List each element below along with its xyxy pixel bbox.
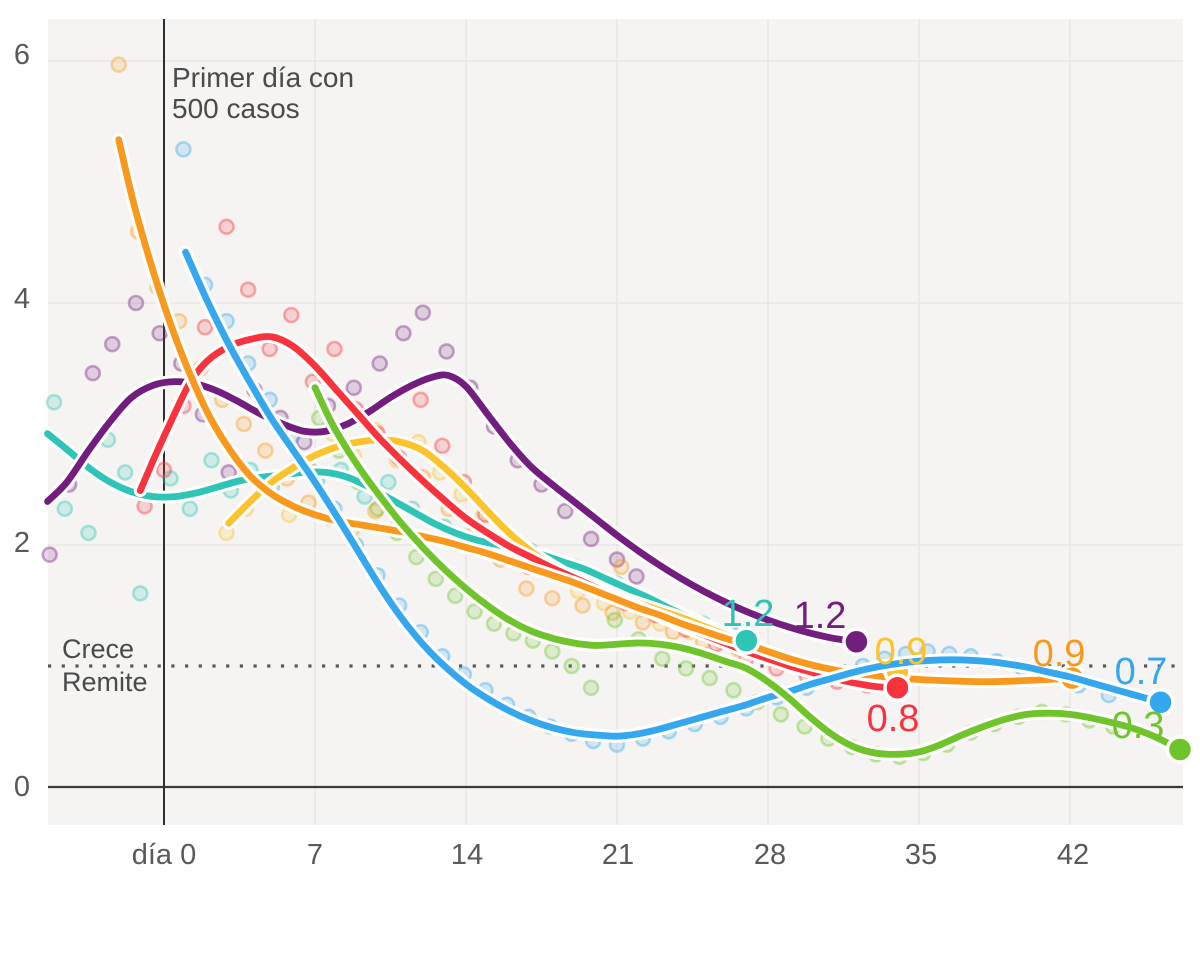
scatter-point-teal [203, 451, 220, 469]
series-line-red [136, 333, 901, 692]
end-label-yellow: 0.9 [875, 631, 928, 673]
scatter-point-orange [574, 597, 591, 614]
scatter-point-purple [84, 364, 102, 382]
scatter-point-purple [151, 324, 168, 342]
y-tick-4: 4 [14, 283, 30, 315]
scatter-point-red [412, 391, 429, 409]
y-tick-0: 0 [14, 771, 30, 803]
scatter-point-green [725, 681, 742, 699]
scatter-point-red [218, 218, 235, 236]
end-dot-purple [842, 627, 871, 657]
scatter-point-green [677, 660, 695, 677]
end-label-teal: 1.2 [722, 593, 775, 635]
end-label-blue: 0.7 [1115, 651, 1168, 693]
end-dot-green [1165, 735, 1195, 764]
x-tick-42: 42 [1057, 839, 1089, 871]
end-label-orange: 0.9 [1033, 633, 1086, 675]
scatter-point-teal [45, 393, 63, 411]
x-tick-28: 28 [754, 839, 786, 871]
scatter-point-teal [380, 473, 397, 491]
end-dot-red [883, 673, 912, 703]
scatter-point-green [563, 657, 580, 675]
chart-labels: Primer día con 500 casos 6 4 2 0 día 0 7… [14, 39, 1168, 871]
x-tick-7: 7 [307, 839, 323, 871]
end-dot-teal [732, 626, 761, 655]
scatter-point-orange [257, 442, 274, 459]
threshold-label-above: Crece [62, 634, 134, 664]
x-tick-dia0: día 0 [132, 839, 197, 871]
scatter-point-teal [131, 585, 149, 602]
scatter-point-blue [175, 141, 192, 158]
end-label-red: 0.8 [867, 698, 920, 740]
end-label-green: 0.3 [1112, 705, 1165, 747]
scatter-point-purple [395, 324, 412, 342]
scatter-point-green [543, 643, 561, 660]
scatter-point-orange [235, 415, 253, 433]
scatter-point-purple [371, 355, 389, 372]
annotation-line-2: 500 casos [172, 93, 300, 124]
scatter-point-purple [556, 502, 574, 520]
scatter-point-green [772, 706, 790, 723]
scatter-point-teal [116, 464, 134, 481]
scatter-point-purple [414, 304, 432, 321]
series-line-purple [44, 371, 860, 646]
scatter-point-orange [543, 589, 561, 607]
scatter-point-teal [162, 470, 179, 487]
scatter-point-green [582, 679, 600, 697]
scatter-point-red [433, 437, 451, 455]
scatter-point-teal [80, 524, 97, 542]
chart-render-layer [41, 19, 1195, 825]
scatter-point-green [606, 611, 624, 629]
annotation-line-1: Primer día con [172, 62, 354, 93]
scatter-point-orange [613, 558, 630, 576]
series-line-blue [182, 248, 1164, 740]
y-tick-6: 6 [14, 39, 30, 71]
end-label-purple: 1.2 [794, 595, 847, 637]
series-line-orange [115, 136, 1076, 686]
end-dot-blue [1146, 688, 1175, 717]
scatter-point-purple [127, 294, 145, 312]
scatter-point-orange [518, 580, 535, 597]
x-tick-35: 35 [905, 839, 937, 871]
scatter-point-red [239, 281, 257, 298]
x-tick-21: 21 [602, 839, 634, 871]
scatter-point-red [326, 340, 343, 358]
scatter-point-purple [628, 568, 645, 585]
scatter-point-green [466, 603, 483, 620]
series-line-green [311, 384, 1184, 758]
scatter-point-red [282, 306, 300, 324]
x-tick-14: 14 [451, 839, 483, 871]
scatter-point-purple [438, 343, 455, 360]
scatter-point-purple [41, 546, 58, 563]
scatter-point-green [701, 669, 719, 687]
y-tick-2: 2 [14, 527, 30, 559]
scatter-point-green [653, 650, 671, 668]
scatter-point-orange [110, 56, 128, 73]
scatter-point-purple [582, 530, 600, 548]
scatter-point-red [196, 318, 214, 336]
plot-area [48, 19, 1183, 825]
scatter-point-green [427, 570, 445, 588]
scatter-point-orange [604, 604, 621, 622]
scatter-point-teal [56, 500, 74, 518]
scatter-point-teal [181, 500, 199, 518]
scatter-point-orange [367, 502, 384, 520]
series-line-teal [44, 430, 750, 644]
scatter-point-purple [103, 335, 121, 353]
scatter-point-green [446, 587, 464, 605]
threshold-label-below: Remite [62, 667, 148, 697]
scatter-point-purple [345, 379, 363, 397]
scatter-point-purple [608, 551, 626, 568]
scatter-point-red [155, 461, 173, 479]
